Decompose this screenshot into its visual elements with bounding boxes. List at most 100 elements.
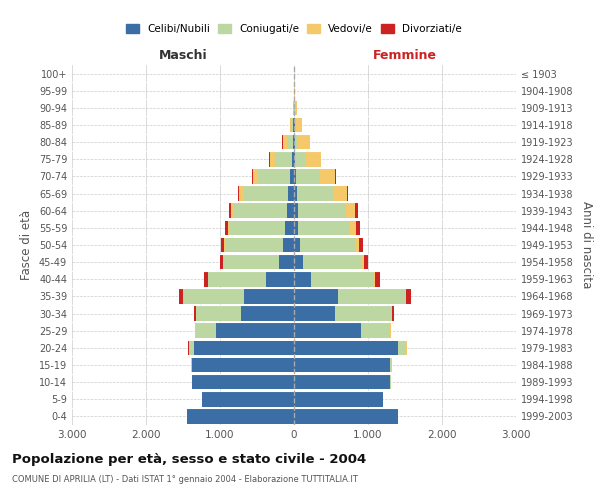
Bar [187, 409, 294, 424]
Bar [252, 169, 253, 184]
Bar [196, 324, 217, 338]
Bar [294, 186, 296, 201]
Bar [191, 358, 192, 372]
Bar [189, 340, 194, 355]
Bar [269, 152, 275, 166]
Text: Maschi: Maschi [158, 50, 208, 62]
Bar [294, 358, 390, 372]
Bar [208, 272, 266, 286]
Bar [290, 118, 291, 132]
Bar [290, 169, 294, 184]
Bar [294, 255, 303, 270]
Bar [224, 255, 279, 270]
Bar [311, 272, 374, 286]
Bar [294, 272, 311, 286]
Bar [275, 152, 292, 166]
Bar [398, 340, 406, 355]
Bar [244, 186, 288, 201]
Bar [293, 135, 294, 150]
Bar [296, 169, 320, 184]
Bar [293, 118, 294, 132]
Bar [294, 306, 335, 321]
Bar [294, 238, 300, 252]
Bar [294, 135, 295, 150]
Bar [406, 289, 411, 304]
Bar [239, 186, 244, 201]
Bar [225, 238, 283, 252]
Bar [296, 118, 302, 132]
Bar [220, 255, 223, 270]
Bar [225, 220, 228, 235]
Bar [295, 118, 296, 132]
Y-axis label: Anni di nascita: Anni di nascita [580, 202, 593, 288]
Bar [283, 135, 287, 150]
Bar [192, 358, 294, 372]
Bar [287, 204, 294, 218]
Bar [335, 306, 391, 321]
Bar [364, 255, 368, 270]
Bar [266, 272, 294, 286]
Bar [183, 289, 244, 304]
Bar [338, 289, 405, 304]
Bar [233, 204, 287, 218]
Bar [294, 409, 398, 424]
Bar [405, 289, 406, 304]
Bar [335, 169, 336, 184]
Bar [230, 220, 285, 235]
Bar [194, 306, 196, 321]
Bar [228, 220, 230, 235]
Bar [298, 220, 350, 235]
Bar [231, 204, 233, 218]
Bar [283, 238, 294, 252]
Bar [334, 186, 347, 201]
Bar [288, 186, 294, 201]
Bar [306, 152, 321, 166]
Bar [292, 152, 294, 166]
Bar [392, 306, 394, 321]
Bar [390, 358, 392, 372]
Bar [346, 204, 355, 218]
Text: COMUNE DI APRILIA (LT) - Dati ISTAT 1° gennaio 2004 - Elaborazione TUTTITALIA.IT: COMUNE DI APRILIA (LT) - Dati ISTAT 1° g… [12, 475, 358, 484]
Bar [295, 100, 297, 115]
Bar [253, 169, 258, 184]
Bar [298, 204, 346, 218]
Bar [287, 135, 293, 150]
Bar [217, 324, 294, 338]
Bar [362, 255, 364, 270]
Bar [244, 289, 294, 304]
Bar [374, 272, 375, 286]
Bar [347, 186, 349, 201]
Bar [192, 375, 294, 390]
Bar [298, 135, 310, 150]
Bar [196, 306, 241, 321]
Bar [224, 238, 225, 252]
Bar [238, 186, 239, 201]
Bar [285, 220, 294, 235]
Bar [179, 289, 182, 304]
Y-axis label: Fasce di età: Fasce di età [20, 210, 33, 280]
Bar [291, 118, 293, 132]
Bar [279, 255, 294, 270]
Bar [294, 392, 383, 406]
Bar [241, 306, 294, 321]
Bar [294, 375, 390, 390]
Bar [359, 238, 363, 252]
Bar [350, 220, 356, 235]
Bar [295, 135, 298, 150]
Bar [202, 392, 294, 406]
Bar [194, 340, 294, 355]
Bar [361, 324, 390, 338]
Bar [355, 238, 359, 252]
Text: Femmine: Femmine [373, 50, 437, 62]
Bar [294, 204, 298, 218]
Bar [295, 152, 306, 166]
Bar [221, 238, 224, 252]
Bar [375, 272, 380, 286]
Bar [204, 272, 208, 286]
Bar [294, 289, 338, 304]
Bar [294, 152, 295, 166]
Bar [355, 204, 358, 218]
Text: Popolazione per età, sesso e stato civile - 2004: Popolazione per età, sesso e stato civil… [12, 452, 366, 466]
Bar [356, 220, 360, 235]
Bar [300, 238, 355, 252]
